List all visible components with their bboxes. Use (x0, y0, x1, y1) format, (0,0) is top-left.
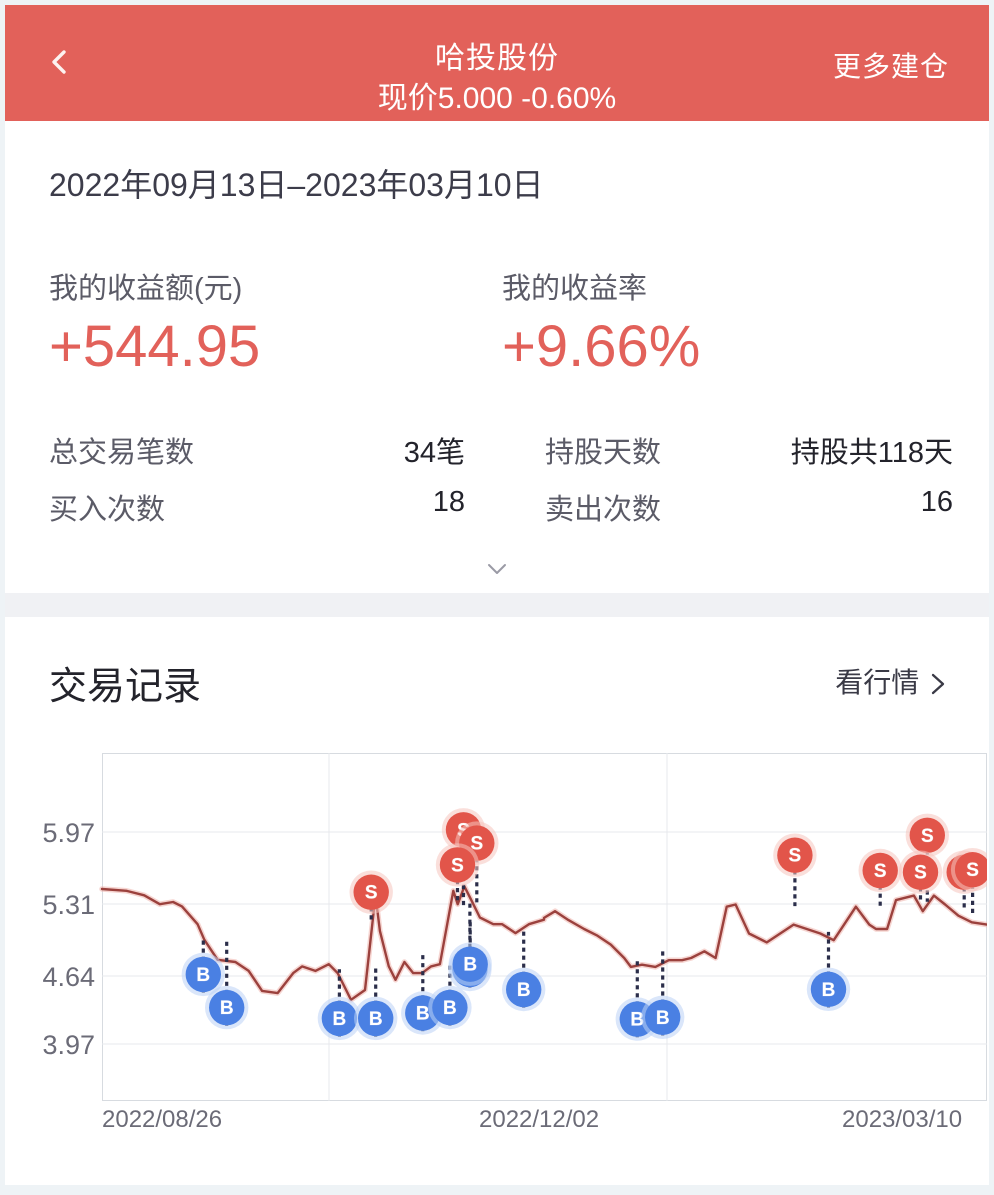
svg-text:B: B (196, 965, 210, 986)
svg-text:S: S (874, 861, 887, 882)
svg-text:S: S (789, 846, 802, 867)
svg-text:S: S (451, 855, 464, 876)
svg-text:B: B (443, 998, 457, 1019)
svg-text:S: S (365, 883, 378, 904)
svg-text:B: B (416, 1004, 430, 1025)
svg-text:S: S (914, 863, 927, 884)
svg-text:B: B (333, 1009, 347, 1030)
svg-text:S: S (966, 860, 979, 881)
svg-text:B: B (463, 955, 477, 976)
svg-text:B: B (369, 1009, 383, 1030)
svg-text:B: B (822, 980, 836, 1001)
svg-text:B: B (220, 998, 234, 1019)
svg-text:S: S (921, 826, 934, 847)
svg-text:B: B (656, 1008, 670, 1029)
svg-text:B: B (517, 980, 531, 1001)
